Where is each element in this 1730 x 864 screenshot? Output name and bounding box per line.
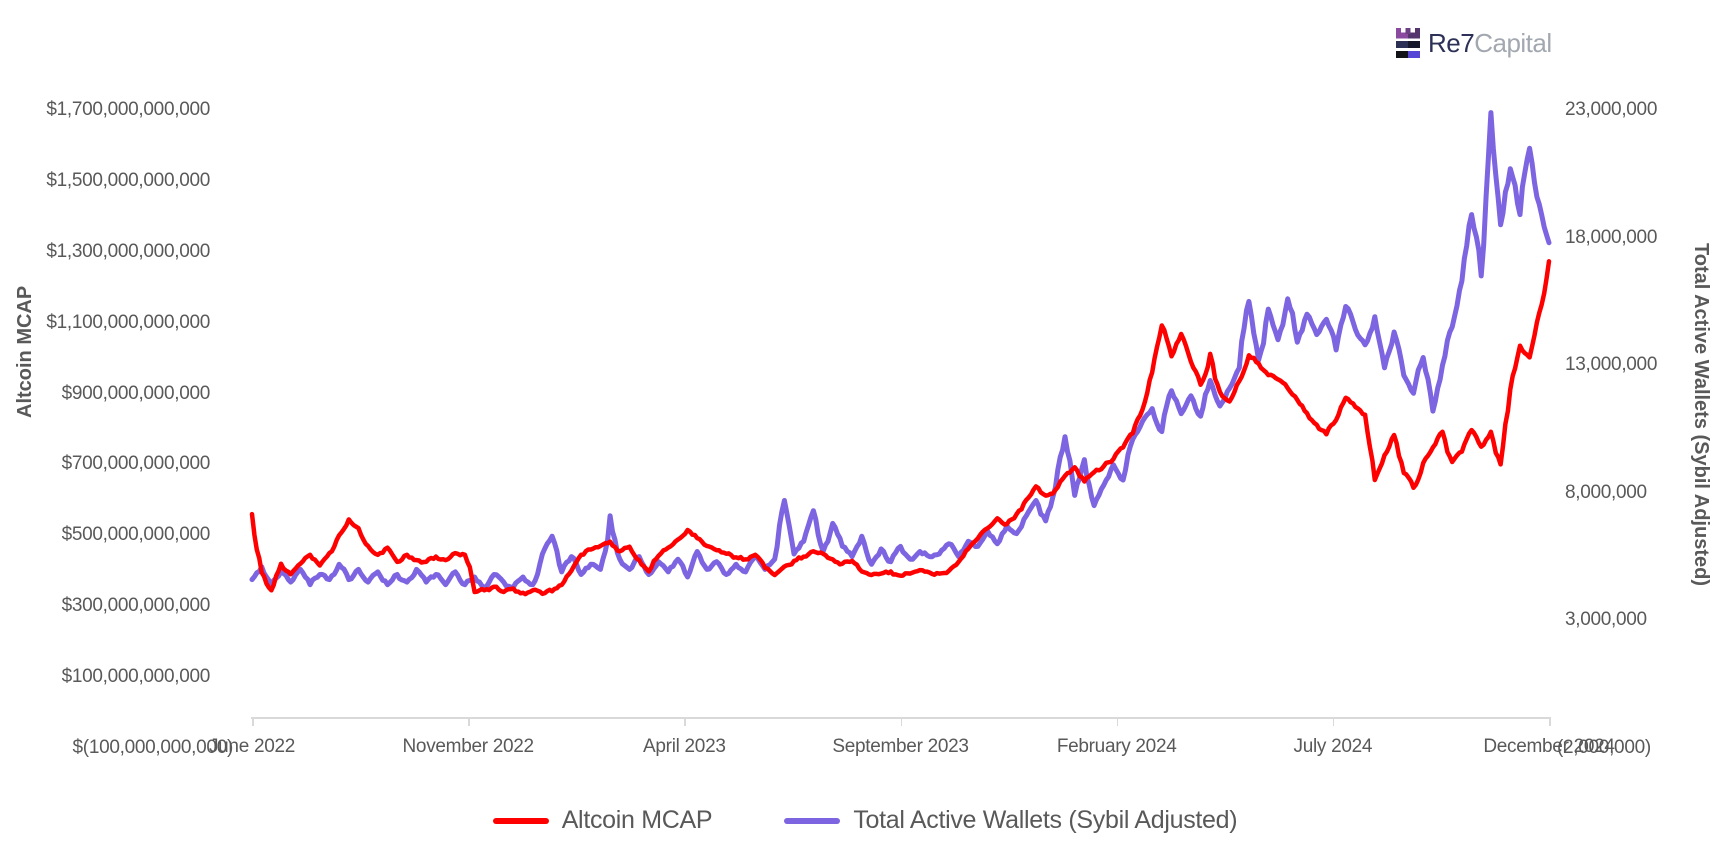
right-axis-tick-label: 13,000,000 [1565, 354, 1658, 376]
legend-item-wallets: Total Active Wallets (Sybil Adjusted) [784, 806, 1238, 835]
re7-castle-icon [1396, 28, 1420, 58]
right-axis-tick-label: (2,000,000) [1557, 737, 1651, 758]
altcoin-mcap-line [249, 259, 1552, 597]
left-axis-tick-label: $500,000,000,000 [61, 524, 211, 546]
x-axis-tick-mark [684, 717, 686, 726]
right-axis-tick-label: 3,000,000 [1565, 609, 1647, 631]
wallets-legend-swatch [784, 817, 841, 824]
left-axis-tick-label: $900,000,000,000 [61, 382, 211, 404]
x-axis-tick-mark [1332, 717, 1335, 726]
logo-text-capital: Capital [1474, 28, 1552, 58]
right-axis-tick-label: 18,000,000 [1565, 226, 1658, 248]
left-axis-tick-label: $1,100,000,000,000 [46, 311, 210, 333]
logo-text-re7: Re7 [1428, 28, 1475, 58]
legend: Altcoin MCAP Total Active Wallets (Sybil… [0, 806, 1730, 835]
logo-wordmark: Re7Capital [1428, 28, 1552, 59]
re7-capital-logo: Re7Capital [1396, 28, 1552, 59]
x-axis-tick-label: June 2022 [208, 736, 296, 757]
altcoin-mcap-legend-label: Altcoin MCAP [561, 806, 713, 834]
left-axis-tick-label: $300,000,000,000 [61, 595, 211, 617]
left-axis-tick-label: $(100,000,000,000) [72, 737, 234, 758]
x-axis-tick-label: April 2023 [643, 736, 726, 757]
altcoin-mcap-legend-swatch [492, 817, 549, 824]
x-axis-tick-label: December 2024 [1483, 736, 1615, 757]
left-axis-tick-label: $100,000,000,000 [61, 666, 211, 688]
x-axis-tick-mark [1116, 717, 1119, 726]
total-active-wallets-line [249, 110, 1552, 590]
x-axis-tick-mark [252, 717, 254, 726]
x-axis-tick-label: July 2024 [1293, 736, 1373, 757]
left-axis-tick-label: $1,300,000,000,000 [46, 240, 210, 262]
x-axis-tick-mark [1549, 717, 1551, 726]
x-axis-tick-label: February 2024 [1056, 736, 1177, 757]
x-axis-line [251, 717, 1549, 719]
right-axis-tick-label: 23,000,000 [1565, 99, 1658, 120]
x-axis-tick-mark [900, 717, 903, 726]
x-axis-tick-label: September 2023 [832, 736, 969, 757]
left-axis-tick-label: $1,700,000,000,000 [46, 99, 210, 120]
x-axis-tick-label: November 2022 [402, 736, 535, 757]
wallets-legend-label: Total Active Wallets (Sybil Adjusted) [853, 806, 1238, 834]
x-axis-tick-mark [468, 717, 470, 726]
left-axis-tick-label: $1,500,000,000,000 [46, 169, 210, 191]
left-axis-tick-label: $700,000,000,000 [61, 453, 211, 475]
right-axis-tick-label: 8,000,000 [1565, 481, 1647, 503]
legend-item-altcoin-mcap: Altcoin MCAP [492, 806, 713, 835]
